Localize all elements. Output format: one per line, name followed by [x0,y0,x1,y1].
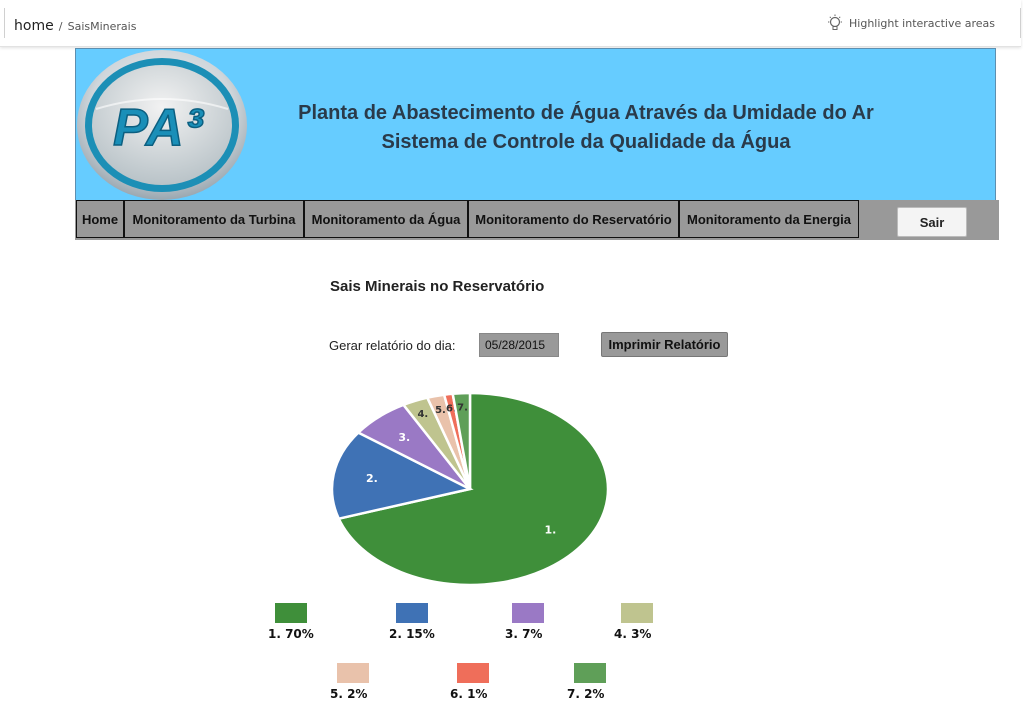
nav-reservatorio[interactable]: Monitoramento do Reservatório [468,200,679,238]
breadcrumb-current: SaisMinerais [67,20,137,33]
legend-item-2: 2. 15% [389,603,469,648]
pie-label-2: 2. [366,472,378,485]
legend-swatch-3 [512,603,544,623]
legend-label-7: 7. 2% [567,687,605,701]
highlight-label: Highlight interactive areas [849,16,995,30]
print-report-button[interactable]: Imprimir Relatório [601,332,728,357]
breadcrumb-home[interactable]: home [14,18,54,34]
nav-turbina[interactable]: Monitoramento da Turbina [124,200,304,238]
report-date-label: Gerar relatório do dia: [329,338,456,353]
divider [4,8,5,38]
lightbulb-icon [828,14,843,30]
legend-swatch-5 [337,663,369,683]
legend-item-4: 4. 3% [614,603,694,648]
title-line-2: Sistema de Controle da Qualidade da Água [381,131,791,153]
top-bar: home / SaisMinerais Highlight interactiv… [0,0,1021,47]
legend-label-2: 2. 15% [389,627,435,641]
pie-label-6: 6. [446,403,457,414]
legend-item-7: 7. 2% [567,663,647,708]
pa3-logo: PA³ [77,50,247,200]
breadcrumb-separator: / [58,20,63,33]
main-nav: Home Monitoramento da Turbina Monitorame… [75,200,999,240]
logout-button[interactable]: Sair [897,207,967,237]
legend-item-6: 6. 1% [450,663,530,708]
highlight-interactive-toggle[interactable]: Highlight interactive areas [826,14,995,32]
pie-slice-1 [336,391,610,587]
legend-swatch-6 [457,663,489,683]
legend-item-5: 5. 2% [330,663,410,708]
pie-label-7: 7. [457,403,468,414]
minerals-pie-chart: 1. 2. 3. 4. 5. 6. 7. [330,391,610,587]
legend-label-5: 5. 2% [330,687,368,701]
legend-swatch-4 [621,603,653,623]
title-line-1: Planta de Abastecimento de Água Através … [298,102,874,124]
header-banner: PA³ Planta de Abastecimento de Água Atra… [75,48,996,201]
legend-item-1: 1. 70% [268,603,348,648]
nav-energia[interactable]: Monitoramento da Energia [679,200,859,238]
legend-label-3: 3. 7% [505,627,543,641]
legend-label-1: 1. 70% [268,627,314,641]
pie-label-1: 1. [544,524,556,537]
page-title: Planta de Abastecimento de Água Através … [261,99,911,157]
section-title: Sais Minerais no Reservatório [330,278,545,295]
legend-item-3: 3. 7% [505,603,585,648]
nav-home[interactable]: Home [76,200,124,238]
legend-swatch-2 [396,603,428,623]
pie-slice-2 [330,431,474,521]
legend-label-4: 4. 3% [614,627,652,641]
legend-label-6: 6. 1% [450,687,488,701]
logo-wordmark: PA³ [113,99,205,157]
pie-slice-7 [451,391,472,490]
legend-swatch-7 [574,663,606,683]
pie-label-4: 4. [417,409,428,420]
breadcrumb: home / SaisMinerais [14,15,136,34]
report-date-input[interactable] [479,333,559,357]
legend-swatch-1 [275,603,307,623]
pie-label-3: 3. [398,431,410,444]
nav-agua[interactable]: Monitoramento da Água [304,200,468,238]
divider [1020,8,1021,38]
pie-label-5: 5. [435,405,446,416]
